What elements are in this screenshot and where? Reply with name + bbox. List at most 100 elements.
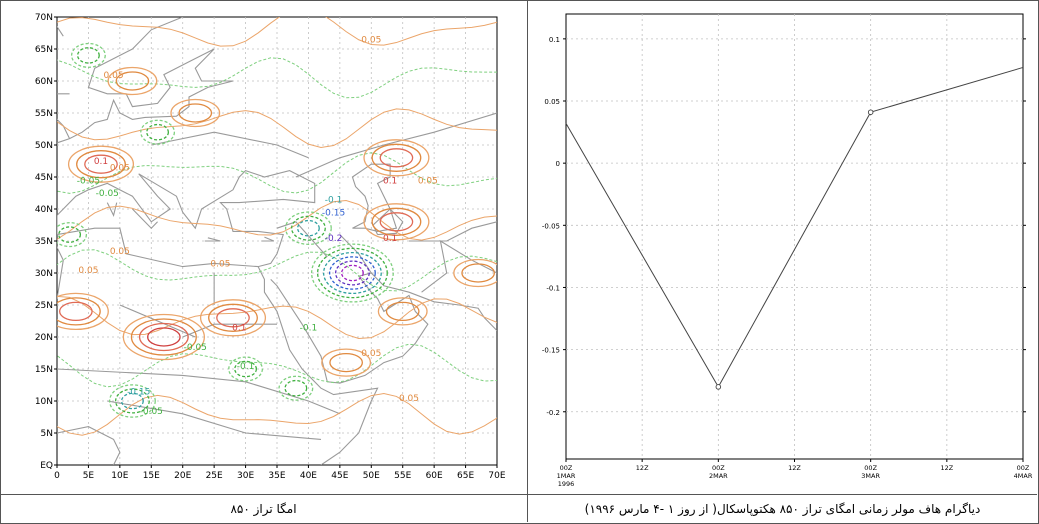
contour-line bbox=[199, 299, 267, 337]
contour-line bbox=[76, 47, 100, 64]
contour-line bbox=[57, 295, 497, 339]
map-lat-label: 70N bbox=[35, 13, 53, 23]
y-tick-label: 0.1 bbox=[549, 36, 560, 44]
contour-label: 0.05 bbox=[104, 71, 124, 81]
contour-label: 0.1 bbox=[94, 157, 108, 167]
contour-line bbox=[379, 212, 414, 232]
contour-line bbox=[57, 222, 88, 248]
coast-path bbox=[182, 323, 277, 338]
x-tick-label: 12Z bbox=[940, 464, 953, 472]
y-tick-label: -0.05 bbox=[542, 222, 560, 230]
contour-label: 0.05 bbox=[210, 260, 230, 270]
map-lat-label: 25N bbox=[35, 301, 53, 311]
contour-label: -0.1 bbox=[300, 324, 318, 334]
map-lon-label: 50E bbox=[363, 471, 380, 481]
contour-line bbox=[146, 123, 170, 141]
contour-line bbox=[328, 256, 376, 290]
hovmoller-chart: 0.10.050-0.05-0.1-0.15-0.200Z1MAR199612Z… bbox=[542, 13, 1033, 488]
contour-line bbox=[278, 375, 314, 401]
coast-path bbox=[204, 237, 221, 242]
map-lon-label: 0 bbox=[54, 471, 60, 481]
chart-series bbox=[565, 66, 1024, 390]
coast-path bbox=[257, 266, 379, 465]
contour-line bbox=[58, 226, 82, 243]
x-tick-label: 12Z bbox=[636, 464, 649, 472]
y-tick-label: -0.1 bbox=[546, 284, 560, 292]
contour-label: 0.05 bbox=[361, 36, 381, 46]
coast-path bbox=[132, 208, 158, 229]
contour-labels: 0.05 0.05 0.1 0.05 -0.05 0.1 0.05 -0.05 -0.1 -0.1… bbox=[77, 36, 438, 417]
contour-line bbox=[340, 264, 364, 282]
x-tick-label: 4MAR bbox=[1014, 472, 1033, 480]
contour-label: -0.1 bbox=[325, 196, 343, 206]
map-lat-label: 45N bbox=[35, 173, 53, 183]
contour-line bbox=[57, 108, 497, 148]
coast-path bbox=[57, 246, 64, 299]
contour-label: 0.1 bbox=[383, 234, 397, 244]
contour-label: 0.1 bbox=[383, 176, 397, 186]
contour-line bbox=[234, 360, 258, 378]
map-lon-label: 35E bbox=[268, 471, 285, 481]
map-lon-label: 65E bbox=[457, 471, 474, 481]
map-lat-label: 30N bbox=[35, 269, 53, 279]
contour-line bbox=[57, 292, 109, 331]
contour-line bbox=[57, 343, 497, 388]
contour-line bbox=[321, 348, 372, 377]
contour-line bbox=[290, 215, 326, 241]
contour-line bbox=[453, 258, 497, 288]
map-lon-label: 10E bbox=[111, 471, 128, 481]
contour-line bbox=[122, 313, 206, 361]
contour-line bbox=[284, 211, 332, 246]
contour-label: 0.05 bbox=[110, 247, 130, 257]
map-caption: امگا تراز ۸۵۰ bbox=[230, 502, 297, 516]
coast-path bbox=[57, 93, 71, 139]
contour-label: -0.15 bbox=[322, 208, 345, 218]
data-point bbox=[715, 384, 722, 390]
contour-line bbox=[284, 379, 308, 397]
contour-label: 0.1 bbox=[232, 324, 246, 334]
y-tick-label: -0.2 bbox=[546, 409, 560, 417]
data-point bbox=[867, 109, 874, 115]
coast-path bbox=[409, 221, 497, 242]
contour-line bbox=[138, 322, 189, 352]
contours bbox=[57, 17, 497, 436]
contour-label: 0.05 bbox=[418, 176, 438, 186]
contour-line bbox=[108, 384, 156, 418]
coast-path bbox=[339, 234, 372, 274]
contour-label: -0.05 bbox=[140, 407, 163, 417]
x-tick-label: 00Z bbox=[560, 464, 573, 472]
contour-label: 0.05 bbox=[399, 394, 419, 404]
contour-line bbox=[334, 260, 370, 286]
contour-line bbox=[120, 392, 144, 410]
contour-label: -0.15 bbox=[127, 388, 150, 398]
x-tick-label: 1MAR bbox=[557, 472, 576, 480]
map-lat-label: 55N bbox=[35, 109, 53, 119]
map-lat-label: EQ bbox=[40, 461, 53, 471]
contour-label: -0.05 bbox=[77, 176, 100, 186]
contour-line bbox=[310, 243, 394, 303]
map-lat-label: 65N bbox=[35, 45, 53, 55]
contour-label: -0.05 bbox=[96, 189, 119, 199]
coast-path bbox=[57, 426, 121, 465]
map-lon-label: 5E bbox=[83, 471, 95, 481]
map-lon-label: 70E bbox=[488, 471, 505, 481]
contour-line bbox=[59, 301, 93, 322]
contour-line bbox=[208, 303, 258, 332]
coast-path bbox=[276, 221, 328, 258]
table-divider-horizontal bbox=[0, 494, 1037, 495]
contour-line bbox=[377, 297, 428, 326]
map-lat-label: 50N bbox=[35, 141, 53, 151]
contour-line bbox=[147, 327, 181, 347]
contour-line bbox=[130, 318, 197, 356]
contour-line bbox=[363, 139, 430, 177]
map-lat-label: 10N bbox=[35, 397, 53, 407]
map-grid bbox=[57, 17, 497, 465]
contour-label: -0.05 bbox=[184, 343, 207, 353]
coast-path bbox=[295, 112, 497, 178]
map-lat-label: 60N bbox=[35, 77, 53, 87]
contour-line bbox=[379, 148, 414, 168]
contour-line bbox=[363, 203, 430, 241]
contour-line bbox=[228, 356, 264, 382]
contour-line bbox=[114, 388, 150, 414]
map-lon-label: 20E bbox=[174, 471, 191, 481]
